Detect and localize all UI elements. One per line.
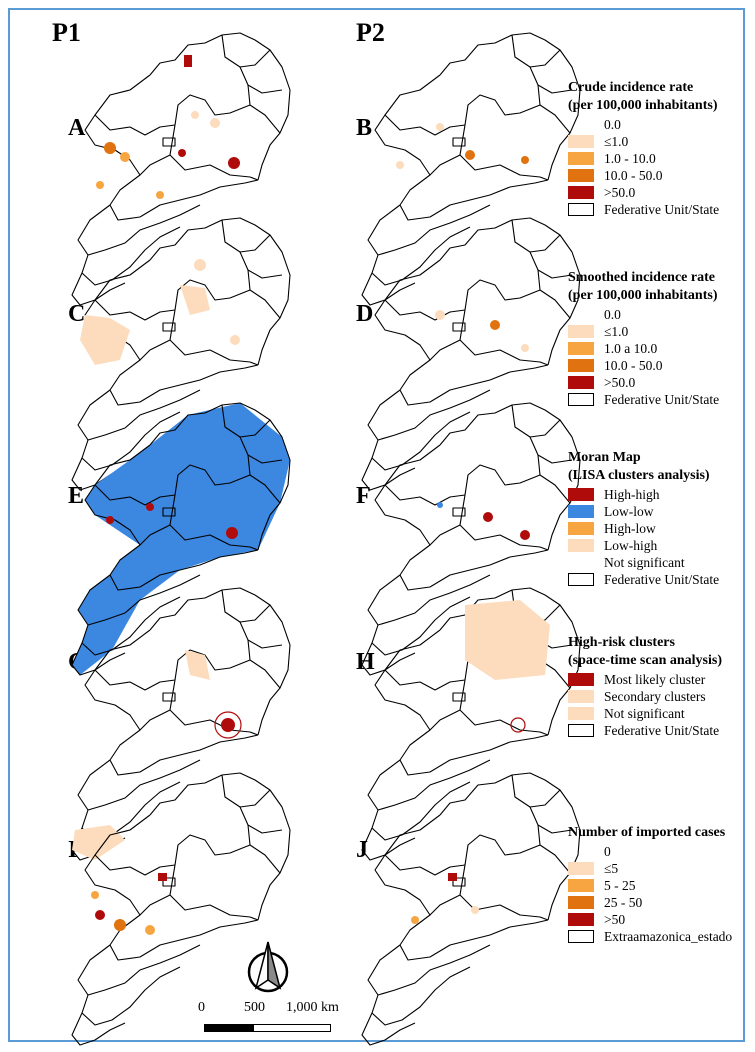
legend-item: 5 - 25 (604, 878, 636, 893)
map-i (71, 772, 291, 1046)
legend-item: >50.0 (604, 185, 636, 200)
scale-label-1000: 1,000 km (286, 1000, 339, 1015)
legend-item: ≤5 (604, 861, 619, 876)
scale-label-500: 500 (244, 1000, 265, 1015)
map-a (71, 32, 291, 306)
map-h (361, 587, 581, 861)
legend-item: High-high (604, 487, 660, 502)
panel-letter-c: C (68, 301, 86, 327)
figure-frame (8, 8, 745, 1042)
legend-smoothed-title1: Smoothed incidence rate (568, 270, 715, 285)
legend-smoothed: Smoothed incidence rate (per 100,000 inh… (568, 270, 753, 408)
scale-segment-black (204, 1024, 254, 1032)
map-j (361, 772, 581, 1046)
legend-crude-title1: Crude incidence rate (568, 80, 694, 95)
map-a-hotspot (184, 55, 192, 67)
map-g (71, 587, 291, 861)
legend-item: Federative Unit/State (604, 723, 720, 738)
map-e (71, 402, 291, 676)
scale-bar: 0 500 1,000 km (198, 1000, 358, 1040)
legend-item: 1.0 a 10.0 (604, 341, 658, 356)
map-b (361, 32, 581, 306)
legend-item: 1.0 - 10.0 (604, 151, 656, 166)
map-g-cluster-ring (214, 711, 242, 739)
legend-moran: Moran Map (LISA clusters analysis) High-… (568, 450, 753, 588)
legend-smoothed-title2: (per 100,000 inhabitants) (568, 288, 718, 303)
panel-letter-a: A (68, 115, 86, 141)
legend-item: 25 - 50 (604, 895, 643, 910)
panel-letter-h: H (356, 649, 375, 675)
map-c (71, 217, 291, 491)
legend-item: ≤1.0 (604, 134, 629, 149)
legend-item: Extraamazonica_estado (604, 929, 733, 944)
map-d (361, 217, 581, 491)
legend-item: Secondary clusters (604, 689, 706, 704)
legend-scan: High-risk clusters (space-time scan anal… (568, 635, 753, 739)
legend-item: 10.0 - 50.0 (604, 168, 663, 183)
legend-item: 10.0 - 50.0 (604, 358, 663, 373)
legend-item: 0.0 (604, 307, 621, 322)
legend-moran-title2: (LISA clusters analysis) (568, 468, 710, 483)
column-title-p2: P2 (356, 18, 385, 47)
legend-item: Most likely cluster (604, 672, 706, 687)
legend-item: Low-low (604, 504, 654, 519)
legend-item: High-low (604, 521, 656, 536)
panel-letter-d: D (356, 301, 374, 327)
legend-item: >50 (604, 912, 626, 927)
legend-item: Not significant (604, 706, 685, 721)
map-e-lowlow-region (72, 403, 290, 675)
north-arrow-icon (247, 941, 289, 993)
legend-scan-title2: (space-time scan analysis) (568, 653, 722, 668)
legend-scan-title1: High-risk clusters (568, 635, 675, 650)
legend-imported: Number of imported cases 0 ≤5 5 - 25 25 … (568, 825, 753, 945)
legend-item: Not significant (604, 555, 685, 570)
legend-item: 0.0 (604, 117, 621, 132)
scale-segment-white (253, 1024, 331, 1032)
legend-item: 0 (604, 844, 611, 859)
panel-letter-f: F (356, 483, 371, 509)
legend-item: Low-high (604, 538, 658, 553)
legend-crude-title2: (per 100,000 inhabitants) (568, 98, 718, 113)
legend-item: ≤1.0 (604, 324, 629, 339)
legend-moran-title1: Moran Map (568, 450, 641, 465)
legend-imported-title: Number of imported cases (568, 825, 726, 840)
map-f (361, 402, 581, 676)
legend-item: >50.0 (604, 375, 636, 390)
legend-item: Federative Unit/State (604, 392, 720, 407)
column-title-p1: P1 (52, 18, 81, 47)
legend-crude: Crude incidence rate (per 100,000 inhabi… (568, 80, 753, 218)
legend-item: Federative Unit/State (604, 202, 720, 217)
panel-letter-b: B (356, 115, 373, 141)
legend-item: Federative Unit/State (604, 572, 720, 587)
scale-label-0: 0 (198, 1000, 205, 1015)
